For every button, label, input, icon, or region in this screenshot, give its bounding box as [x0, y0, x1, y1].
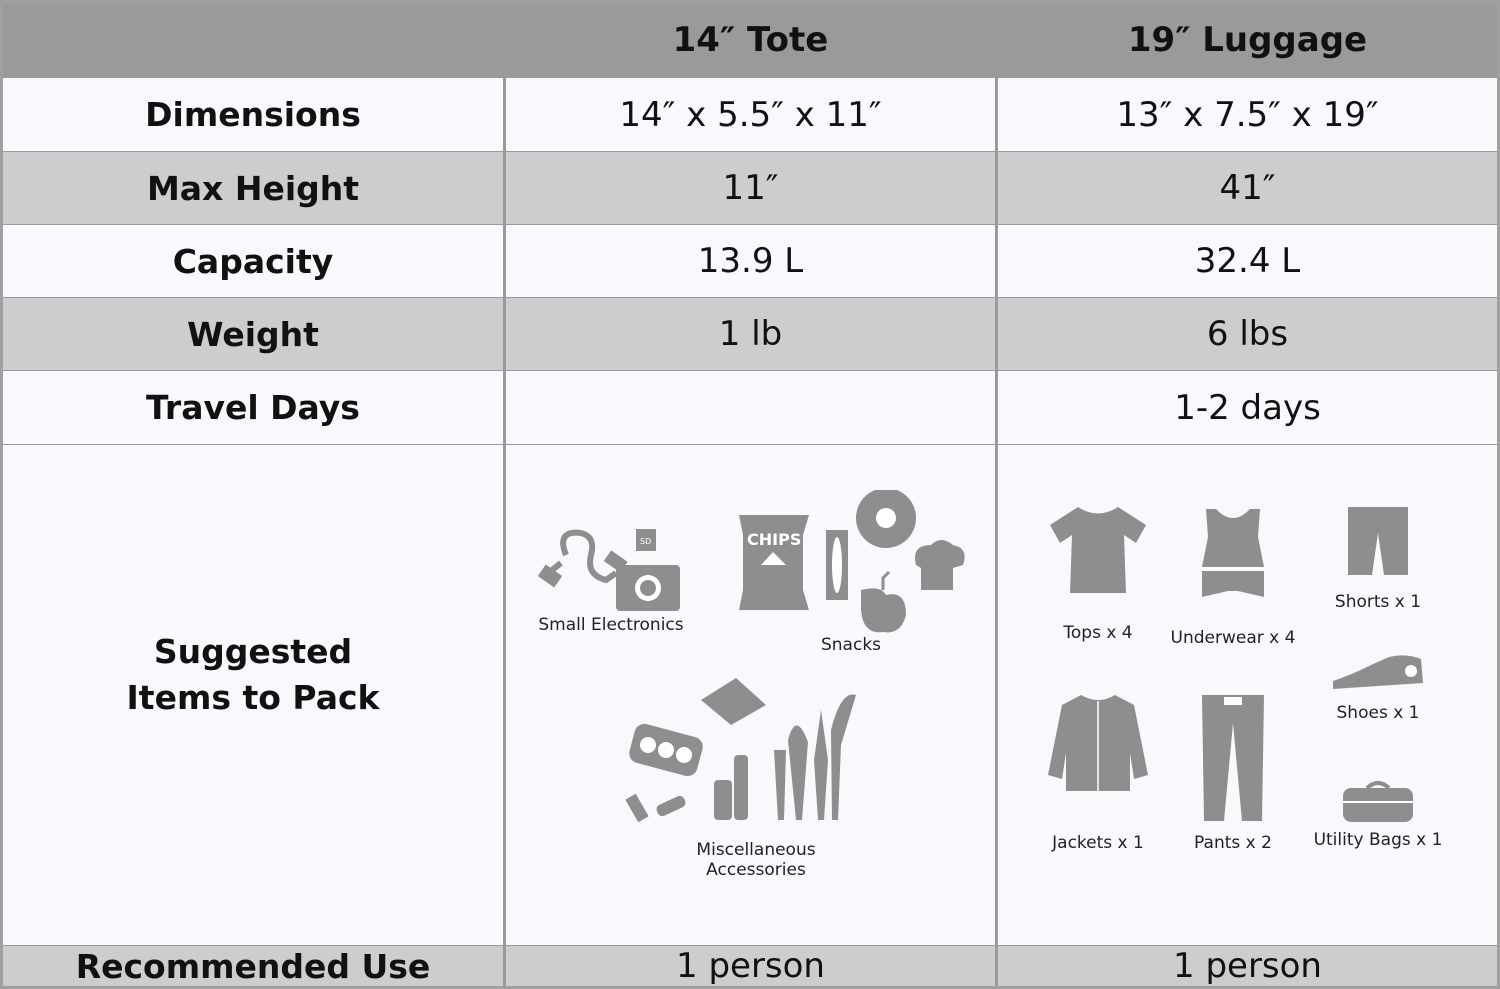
item-label: Shoes x 1 — [1336, 703, 1420, 723]
svg-text:CHIPS: CHIPS — [747, 530, 801, 549]
comparison-table: 14″ Tote 19″ Luggage Dimensions 14″ x 5.… — [3, 3, 1497, 986]
svg-text:SD: SD — [640, 537, 651, 546]
item-label-line1: Miscellaneous — [696, 840, 816, 860]
suggested-line2: Items to Pack — [126, 678, 380, 717]
item-shorts: Shorts x 1 — [1313, 505, 1443, 612]
item-label-line2: Accessories — [706, 860, 806, 880]
item-label: Snacks — [820, 635, 882, 655]
item-underwear: Underwear x 4 — [1168, 507, 1298, 648]
item-label: Small Electronics — [538, 615, 684, 635]
underwear-icon — [1202, 509, 1264, 597]
row-label-weight: Weight — [3, 298, 503, 370]
snacks-icon: CHIPS — [739, 490, 965, 633]
tote-travel-days — [506, 371, 995, 444]
jacket-icon — [1048, 695, 1148, 791]
luggage-weight: 6 lbs — [998, 298, 1497, 370]
item-label: Shorts x 1 — [1334, 592, 1422, 612]
header-empty — [3, 3, 503, 77]
row-label-max-height: Max Height — [3, 152, 503, 224]
item-label: Underwear x 4 — [1170, 628, 1296, 648]
row-label-suggested-items: Suggested Items to Pack — [3, 445, 503, 945]
item-label: Utility Bags x 1 — [1313, 830, 1443, 850]
header-tote: 14″ Tote — [506, 3, 995, 77]
tote-dimensions: 14″ x 5.5″ x 11″ — [506, 78, 995, 151]
luggage-travel-days: 1-2 days — [998, 371, 1497, 444]
cosmetics-icon — [625, 678, 856, 823]
item-shoes: Shoes x 1 — [1313, 653, 1443, 723]
tote-weight: 1 lb — [506, 298, 995, 370]
item-label: Jackets x 1 — [1052, 833, 1144, 853]
tote-capacity: 13.9 L — [506, 225, 995, 297]
bag-icon — [1343, 781, 1413, 822]
luggage-recommended-use: 1 person — [998, 946, 1497, 986]
row-label-capacity: Capacity — [3, 225, 503, 297]
electronics-icon: SD — [537, 529, 680, 611]
tote-max-height: 11″ — [506, 152, 995, 224]
item-utility-bags: Utility Bags x 1 — [1313, 780, 1443, 850]
shorts-icon — [1348, 507, 1408, 575]
item-snacks: CHIPS Snacks — [731, 490, 971, 655]
row-label-recommended-use: Recommended Use — [3, 946, 503, 986]
header-luggage: 19″ Luggage — [998, 3, 1497, 77]
item-tops: Tops x 4 — [1033, 505, 1163, 643]
item-pants: Pants x 2 — [1168, 693, 1298, 853]
luggage-dimensions: 13″ x 7.5″ x 19″ — [998, 78, 1497, 151]
luggage-suggested-items: Tops x 4 Underwear x 4 Shorts x 1 Shoes … — [998, 445, 1497, 945]
suggested-line1: Suggested — [153, 632, 353, 671]
pants-icon — [1202, 695, 1264, 821]
tshirt-icon — [1050, 507, 1146, 593]
item-misc-accessories: Miscellaneous Accessories — [616, 670, 896, 880]
item-jackets: Jackets x 1 — [1033, 693, 1163, 853]
tote-recommended-use: 1 person — [506, 946, 995, 986]
tote-suggested-items: SD Small Electronics CHIPS Snacks — [506, 445, 995, 945]
row-label-dimensions: Dimensions — [3, 78, 503, 151]
luggage-max-height: 41″ — [998, 152, 1497, 224]
item-label: Tops x 4 — [1063, 623, 1133, 643]
shoe-icon — [1333, 655, 1423, 689]
row-label-travel-days: Travel Days — [3, 371, 503, 444]
item-label: Pants x 2 — [1194, 833, 1272, 853]
luggage-capacity: 32.4 L — [998, 225, 1497, 297]
item-small-electronics: SD Small Electronics — [536, 525, 686, 635]
